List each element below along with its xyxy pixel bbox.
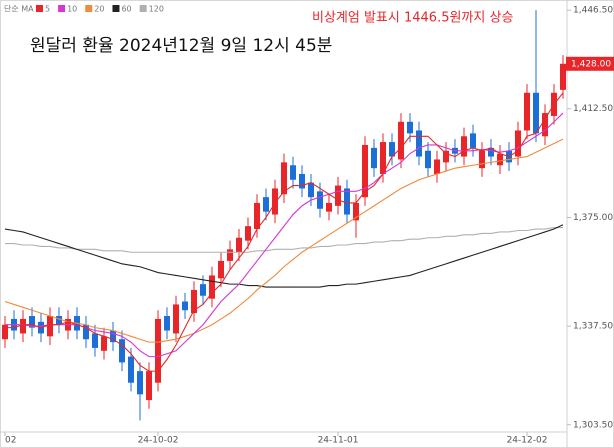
annotation: 비상계엄 발표시 1446.5원까지 상승 (312, 11, 513, 26)
candle-body (272, 188, 278, 215)
legend-swatch (112, 5, 120, 12)
candle-body (209, 275, 215, 299)
x-tick-label: 24-12-02 (507, 436, 548, 446)
candle-body (416, 130, 422, 157)
candle-body (434, 159, 440, 174)
candle-body (326, 202, 332, 212)
candle-body (236, 237, 242, 253)
candle-body (173, 304, 179, 334)
ma-line (5, 92, 564, 372)
candle-body (542, 113, 548, 137)
candle-body (533, 92, 539, 134)
candle-body (263, 197, 269, 212)
candle-body (83, 324, 89, 340)
candle-body (398, 121, 404, 160)
candle-body (290, 165, 296, 180)
legend-swatch (85, 5, 93, 12)
candle-body (47, 316, 53, 337)
y-tick-label: 1,446.50 (573, 6, 613, 16)
ma-line (5, 112, 564, 358)
legend-swatch (139, 5, 147, 12)
legend-label: 10 (67, 5, 77, 14)
candle-body (335, 185, 341, 206)
candle-body (362, 144, 368, 198)
price-tag-label: 1,428.00 (571, 59, 611, 69)
candle-body (497, 153, 503, 166)
candle-body (245, 226, 251, 241)
candle-body (515, 130, 521, 157)
candle-body (344, 188, 350, 215)
y-tick-label: 1,337.50 (573, 322, 613, 332)
legend-title: 단순 MA (4, 4, 34, 14)
y-tick-label: 1,303.50 (573, 420, 613, 430)
candle-body (182, 301, 188, 311)
candle-body (101, 336, 107, 351)
candle-body (155, 318, 161, 383)
candle-body (353, 202, 359, 221)
x-tick-label: 24-10-02 (138, 436, 179, 446)
price-tag (566, 56, 614, 71)
candle-body (227, 249, 233, 261)
candle-body (371, 147, 377, 169)
candle-body (29, 316, 35, 328)
candle-body (479, 150, 485, 169)
candle-body (164, 316, 170, 331)
candle-body (425, 150, 431, 169)
candle-body (191, 289, 197, 314)
candle-body (560, 63, 566, 90)
candle-body (389, 142, 395, 157)
legend-swatch (36, 5, 43, 12)
candle-body (218, 260, 224, 279)
legend-label: 20 (94, 5, 104, 14)
candle-body (281, 162, 287, 195)
legend-label: 60 (121, 5, 131, 14)
ma-line (4, 138, 564, 343)
candle-body (407, 121, 413, 134)
legend-label: 5 (45, 5, 50, 14)
plot-area (2, 10, 566, 421)
candle-body (461, 136, 467, 157)
candle-body (137, 371, 143, 395)
candle-body (20, 318, 26, 334)
candle-body (488, 147, 494, 157)
x-tick-label: 02 (5, 436, 16, 446)
candle-body (254, 202, 260, 230)
candle-body (200, 284, 206, 296)
candle-body (110, 330, 116, 343)
candle-body (299, 173, 305, 189)
candle-body (146, 371, 152, 401)
candle-body (128, 356, 134, 383)
chart-title: 원달러 환율 2024년12월 9일 12시 45분 (30, 36, 332, 56)
y-tick-label: 1,375.00 (573, 213, 613, 223)
candle-body (2, 324, 8, 340)
candle-body (119, 339, 125, 363)
candle-body (443, 150, 449, 163)
legend-label: 120 (149, 5, 164, 14)
ma-line (5, 227, 563, 253)
x-tick-label: 24-11-01 (318, 436, 359, 446)
candle-body (308, 182, 314, 198)
ma-line (4, 224, 564, 288)
candle-body (380, 142, 386, 174)
y-tick-label: 1,412.50 (573, 104, 613, 114)
candle-body (56, 316, 62, 325)
legend-swatch (58, 5, 66, 12)
candle-body (317, 191, 323, 209)
candle-body (524, 92, 530, 131)
candle-body (470, 133, 476, 148)
candle-body (92, 333, 98, 348)
